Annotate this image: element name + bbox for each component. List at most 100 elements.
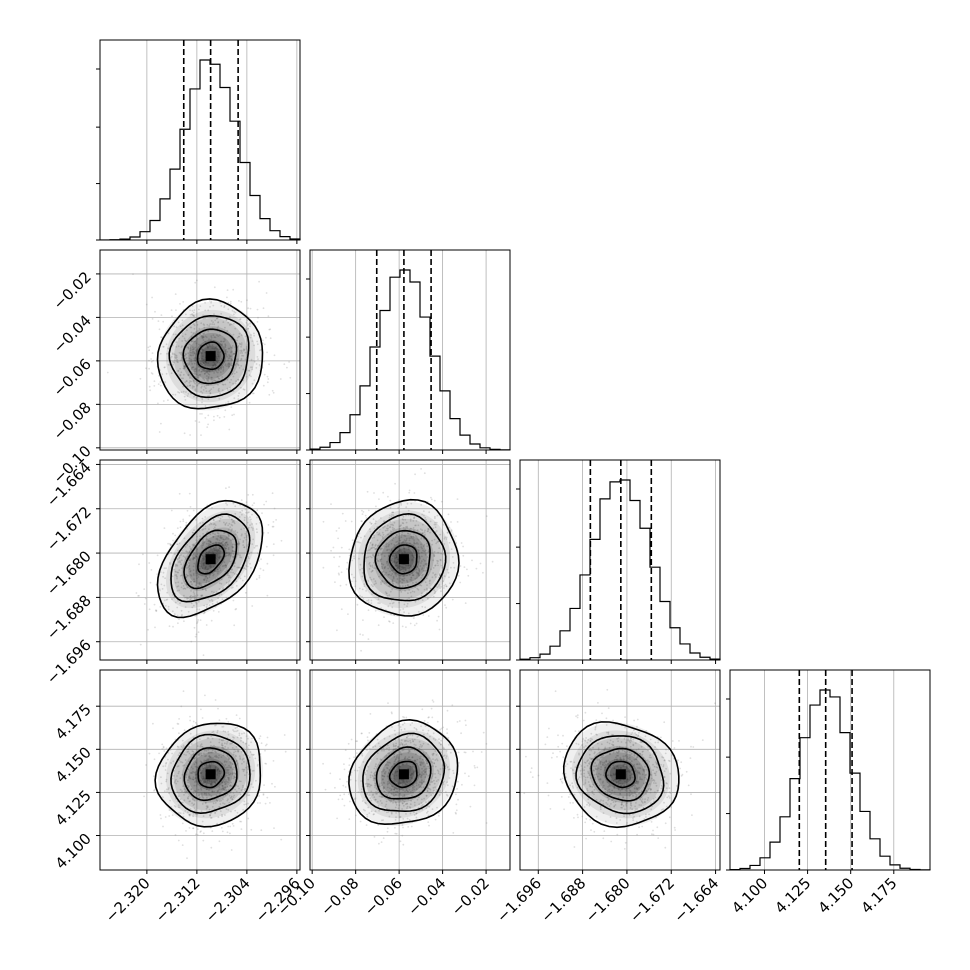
sample-point [207,369,210,372]
sample-point [403,571,406,574]
sample-point [214,570,217,572]
sample-point [245,564,248,567]
sample-point [630,769,633,772]
sample-point [426,760,428,763]
sample-point [253,344,256,347]
sample-point [225,354,228,356]
sample-point [402,789,405,792]
sample-point [212,365,214,368]
sample-point [233,776,236,779]
sample-point [379,559,382,561]
sample-point [227,721,230,723]
sample-point [455,535,457,538]
sample-point [206,568,209,571]
sample-point [177,754,180,757]
sample-point [248,526,250,529]
sample-point [189,506,192,508]
sample-point [217,325,220,328]
sample-point [187,748,190,751]
sample-point [399,539,402,542]
sample-point [263,503,265,506]
sample-point [422,729,424,732]
sample-point [186,544,189,546]
sample-point [221,739,224,742]
sample-point [177,321,180,324]
sample-point [224,544,227,546]
sample-point [232,382,235,385]
sample-point [210,817,213,819]
sample-point [334,581,336,583]
sample-point [183,365,186,368]
sample-point [216,327,219,330]
sample-point [192,380,195,382]
sample-point [202,777,205,780]
sample-point [227,548,230,551]
sample-point [190,590,192,592]
sample-point [199,305,202,307]
sample-point [411,787,414,789]
sample-point [398,722,401,725]
sample-point [663,776,666,779]
sample-point [244,532,247,535]
sample-point [420,761,423,763]
sample-point [216,601,219,604]
sample-point [417,546,420,549]
sample-point [192,531,194,534]
sample-point [436,586,439,589]
sample-point [232,550,234,552]
sample-point [231,359,234,362]
contour-line [183,747,238,802]
sample-point [192,543,195,546]
sample-point [231,524,234,527]
sample-point [226,574,229,576]
sample-point [250,551,253,554]
axes-frame [309,669,511,871]
sample-point [220,366,223,369]
sample-point [423,588,426,591]
sample-point [205,788,208,790]
sample-point [267,378,270,380]
y-tick-label: 4.150 [52,743,95,786]
sample-point [457,574,460,577]
sample-point [419,761,421,764]
sample-point [232,599,235,602]
sample-point [194,420,197,422]
sample-point [602,754,604,757]
sample-point [401,518,404,520]
sample-point [229,761,232,763]
sample-point [219,772,221,775]
sample-point [211,790,214,793]
sample-point [426,786,429,789]
sample-point [416,762,418,765]
sample-point [208,762,211,765]
sample-point [342,784,345,787]
sample-point [390,789,392,792]
sample-point [217,377,220,380]
sample-point [205,783,208,785]
sample-point [208,779,211,781]
sample-point [264,749,266,752]
sample-point [233,413,235,416]
sample-point [383,582,386,585]
sample-point [409,542,411,545]
sample-point [201,554,204,557]
sample-point [231,347,234,349]
sample-point [210,300,213,302]
sample-point [246,545,249,548]
sample-point [251,513,253,516]
sample-point [329,772,332,775]
sample-point [208,370,211,373]
sample-point [641,790,643,793]
sample-point [375,547,378,550]
sample-point [143,603,146,605]
sample-point [393,788,396,791]
sample-point [401,749,404,752]
sample-point [222,321,225,323]
sample-point [280,539,283,542]
sample-point [359,633,362,636]
sample-point [213,362,216,364]
sample-point [255,367,258,369]
sample-point [193,324,196,327]
sample-point [196,723,198,726]
sample-point [258,280,260,283]
